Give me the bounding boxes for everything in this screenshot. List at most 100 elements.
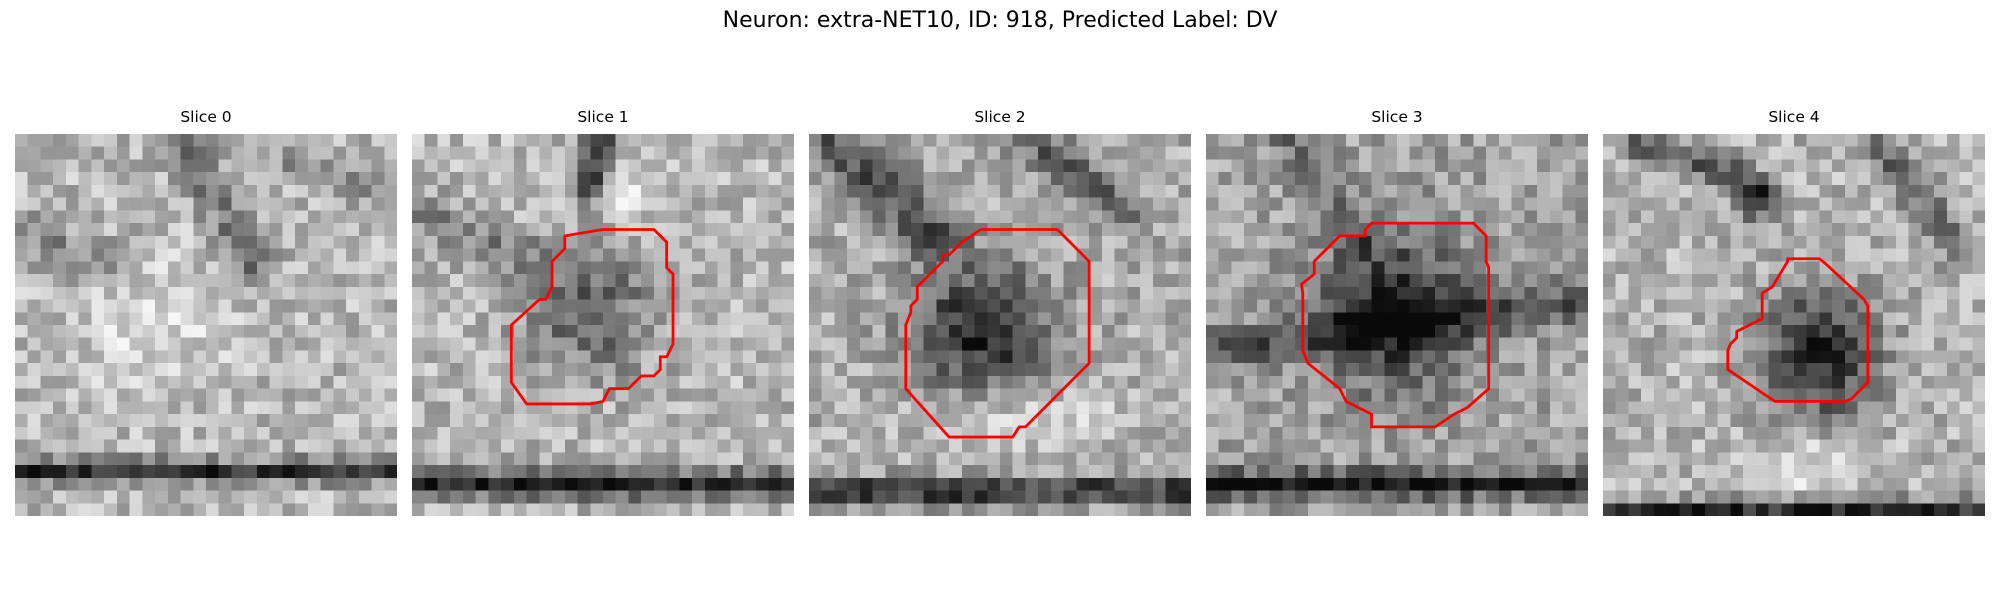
image-pixel	[282, 172, 296, 186]
image-pixel	[961, 312, 975, 326]
image-pixel	[717, 146, 731, 160]
image-pixel	[564, 426, 578, 440]
image-pixel	[384, 172, 397, 186]
image-pixel	[730, 248, 744, 262]
image-pixel	[1730, 134, 1744, 147]
image-pixel	[539, 197, 553, 211]
image-pixel	[1819, 375, 1833, 389]
image-pixel	[475, 134, 489, 147]
image-pixel	[564, 261, 578, 275]
image-pixel	[923, 439, 937, 453]
image-pixel	[129, 426, 143, 440]
image-pixel	[513, 146, 527, 160]
image-pixel	[936, 465, 950, 479]
image-pixel	[218, 325, 232, 338]
image-pixel	[923, 375, 937, 389]
image-pixel	[653, 172, 667, 186]
image-pixel	[104, 184, 118, 198]
image-pixel	[282, 465, 296, 479]
image-pixel	[1269, 223, 1283, 237]
image-pixel	[218, 350, 232, 364]
image-pixel	[1549, 184, 1563, 198]
image-pixel	[1755, 235, 1769, 249]
image-pixel	[1946, 325, 1960, 338]
image-pixel	[1076, 490, 1090, 504]
image-pixel	[1628, 299, 1642, 313]
image-pixel	[1511, 388, 1525, 402]
image-pixel	[1959, 210, 1973, 224]
image-pixel	[1165, 401, 1179, 415]
image-pixel	[1114, 197, 1128, 211]
image-pixel	[1870, 414, 1884, 428]
image-pixel	[1832, 465, 1846, 479]
image-pixel	[15, 274, 28, 288]
image-pixel	[590, 490, 604, 504]
image-pixel	[949, 146, 963, 160]
image-pixel	[974, 350, 988, 364]
image-pixel	[1384, 439, 1398, 453]
image-pixel	[923, 503, 937, 516]
image-pixel	[885, 350, 899, 364]
image-pixel	[1692, 363, 1706, 377]
image-pixel	[65, 337, 79, 351]
image-pixel	[781, 172, 794, 186]
image-pixel	[104, 172, 118, 186]
image-pixel	[603, 299, 616, 313]
image-pixel	[1768, 184, 1782, 198]
image-pixel	[1603, 146, 1616, 160]
image-pixel	[743, 197, 757, 211]
image-pixel	[142, 235, 156, 249]
image-pixel	[1473, 439, 1487, 453]
image-pixel	[1346, 388, 1360, 402]
image-pixel	[1050, 414, 1064, 428]
image-pixel	[1358, 172, 1372, 186]
image-pixel	[1409, 286, 1423, 300]
image-pixel	[488, 223, 502, 237]
image-pixel	[1908, 325, 1922, 338]
image-pixel	[450, 210, 464, 224]
image-pixel	[1704, 426, 1718, 440]
image-pixel	[1603, 439, 1616, 453]
image-pixel	[1231, 388, 1245, 402]
image-pixel	[412, 426, 425, 440]
image-pixel	[1870, 388, 1884, 402]
image-pixel	[692, 477, 706, 491]
image-pixel	[1666, 210, 1680, 224]
image-pixel	[1101, 388, 1115, 402]
image-pixel	[666, 388, 680, 402]
image-pixel	[949, 134, 963, 147]
image-pixel	[1679, 465, 1693, 479]
image-pixel	[333, 401, 347, 415]
image-pixel	[1089, 286, 1103, 300]
image-pixel	[371, 401, 385, 415]
image-pixel	[961, 439, 975, 453]
image-pixel	[1371, 452, 1385, 466]
image-pixel	[1256, 477, 1270, 491]
image-pixel	[256, 274, 270, 288]
image-pixel	[1921, 235, 1935, 249]
image-pixel	[1692, 503, 1706, 516]
image-pixel	[1295, 146, 1309, 160]
image-pixel	[1628, 426, 1642, 440]
image-pixel	[847, 426, 861, 440]
image-pixel	[1346, 325, 1360, 338]
image-pixel	[1844, 465, 1858, 479]
image-pixel	[781, 210, 794, 224]
image-pixel	[1692, 134, 1706, 147]
image-pixel	[1883, 503, 1897, 516]
image-pixel	[282, 350, 296, 364]
image-pixel	[1025, 274, 1039, 288]
image-pixel	[781, 350, 794, 364]
image-pixel	[1397, 312, 1410, 326]
image-pixel	[129, 477, 143, 491]
image-pixel	[1959, 286, 1973, 300]
image-pixel	[295, 325, 309, 338]
image-pixel	[1603, 197, 1616, 211]
image-pixel	[1755, 248, 1769, 262]
image-pixel	[1603, 503, 1616, 516]
image-pixel	[1717, 414, 1731, 428]
image-pixel	[1934, 248, 1948, 262]
image-pixel	[1692, 477, 1706, 491]
image-pixel	[1819, 274, 1833, 288]
image-pixel	[1575, 261, 1588, 275]
